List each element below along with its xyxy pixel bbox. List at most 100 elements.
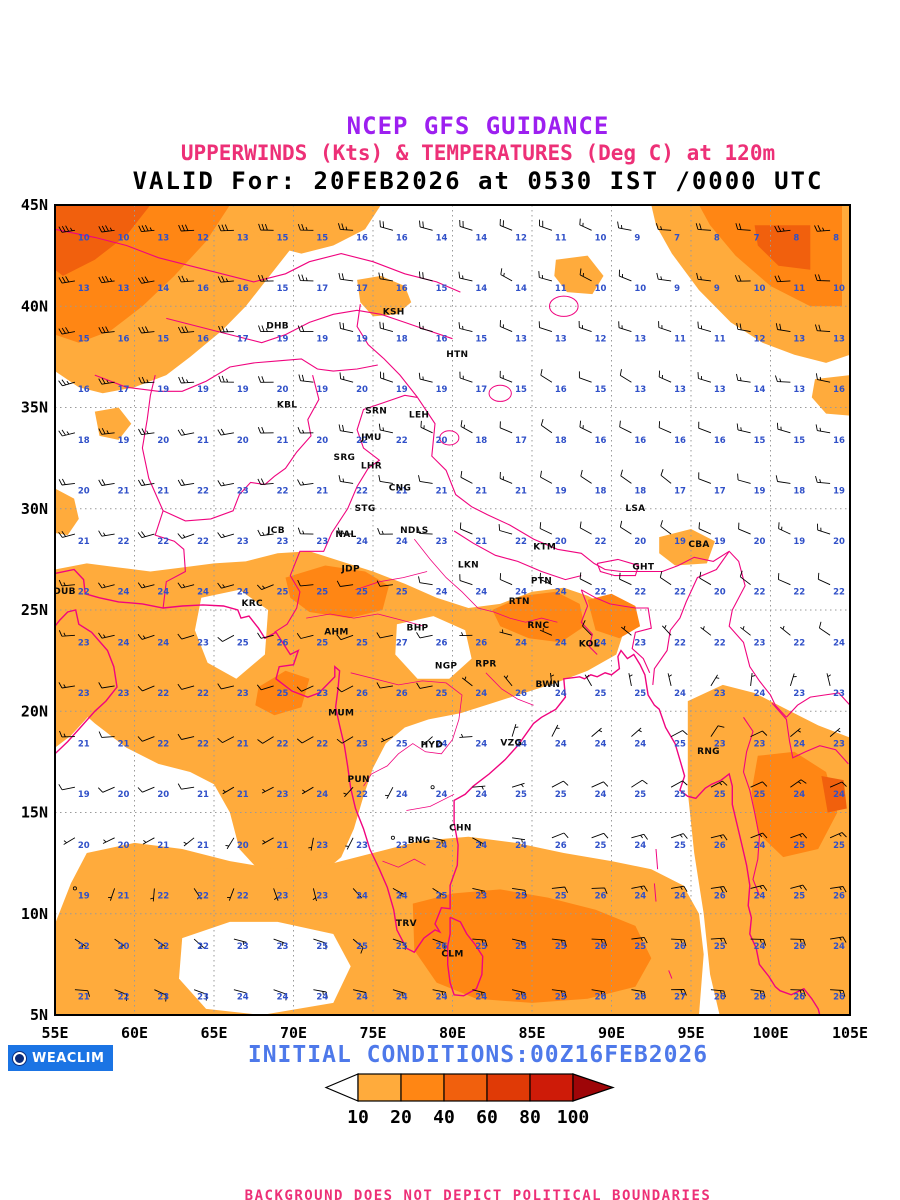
- svg-text:24: 24: [277, 993, 289, 1003]
- svg-text:25: 25: [277, 689, 289, 699]
- lat-axis-label: 20N: [21, 702, 48, 720]
- svg-text:22: 22: [634, 588, 646, 598]
- svg-text:16: 16: [833, 436, 845, 446]
- svg-text:24: 24: [555, 638, 567, 648]
- svg-text:24: 24: [634, 841, 646, 851]
- svg-text:16: 16: [555, 385, 567, 395]
- svg-text:23: 23: [634, 638, 646, 648]
- svg-text:13: 13: [515, 335, 527, 345]
- city-label: CHN: [449, 824, 472, 834]
- svg-text:12: 12: [197, 233, 209, 243]
- city-label: LKN: [458, 561, 479, 571]
- svg-text:25: 25: [356, 942, 368, 952]
- svg-text:25: 25: [674, 841, 686, 851]
- city-label: CLM: [441, 949, 463, 959]
- svg-text:20: 20: [118, 942, 130, 952]
- svg-text:13: 13: [793, 385, 805, 395]
- svg-text:26: 26: [754, 993, 766, 1003]
- lat-axis-label: 15N: [21, 804, 48, 822]
- svg-text:16: 16: [714, 436, 726, 446]
- svg-text:23: 23: [316, 689, 328, 699]
- svg-text:19: 19: [793, 537, 805, 547]
- svg-text:25: 25: [793, 891, 805, 901]
- svg-text:23: 23: [118, 689, 130, 699]
- svg-text:19: 19: [356, 335, 368, 345]
- svg-text:26: 26: [714, 993, 726, 1003]
- svg-text:20: 20: [277, 385, 289, 395]
- colorbar-label: 80: [519, 1107, 541, 1128]
- svg-text:7: 7: [754, 233, 760, 243]
- svg-text:12: 12: [754, 335, 766, 345]
- lat-axis-label: 35N: [21, 399, 48, 417]
- svg-text:23: 23: [78, 689, 90, 699]
- svg-text:24: 24: [674, 689, 686, 699]
- svg-text:8: 8: [833, 233, 839, 243]
- svg-text:15: 15: [277, 233, 289, 243]
- svg-text:15: 15: [475, 335, 487, 345]
- svg-text:16: 16: [674, 436, 686, 446]
- svg-text:20: 20: [634, 537, 646, 547]
- city-label: LEH: [409, 411, 429, 421]
- svg-text:24: 24: [436, 588, 448, 598]
- city-label: KRC: [241, 599, 263, 609]
- svg-text:24: 24: [475, 740, 487, 750]
- svg-text:18: 18: [595, 486, 607, 496]
- colorbar-label: 10: [347, 1107, 369, 1128]
- svg-text:23: 23: [277, 942, 289, 952]
- city-label: SRN: [365, 407, 387, 417]
- svg-text:20: 20: [78, 841, 90, 851]
- svg-text:24: 24: [754, 891, 766, 901]
- svg-text:25: 25: [714, 790, 726, 800]
- svg-text:19: 19: [316, 385, 328, 395]
- svg-text:24: 24: [555, 588, 567, 598]
- svg-text:15: 15: [316, 233, 328, 243]
- svg-text:11: 11: [793, 284, 805, 294]
- svg-text:22: 22: [356, 436, 368, 446]
- svg-text:27: 27: [396, 638, 408, 648]
- svg-text:20: 20: [555, 537, 567, 547]
- city-label: BNG: [408, 836, 431, 846]
- svg-text:16: 16: [197, 284, 209, 294]
- lon-axis-label: 65E: [200, 1024, 227, 1042]
- svg-text:26: 26: [356, 689, 368, 699]
- svg-text:16: 16: [634, 436, 646, 446]
- svg-text:13: 13: [714, 385, 726, 395]
- svg-text:23: 23: [396, 841, 408, 851]
- svg-text:15: 15: [277, 284, 289, 294]
- svg-text:20: 20: [714, 588, 726, 598]
- svg-text:24: 24: [674, 891, 686, 901]
- svg-text:23: 23: [475, 891, 487, 901]
- svg-text:19: 19: [118, 436, 130, 446]
- svg-text:24: 24: [475, 588, 487, 598]
- svg-text:24: 24: [555, 740, 567, 750]
- svg-text:26: 26: [515, 689, 527, 699]
- svg-text:25: 25: [396, 740, 408, 750]
- svg-text:26: 26: [436, 942, 448, 952]
- city-label: SRG: [334, 453, 356, 463]
- svg-text:11: 11: [714, 335, 726, 345]
- svg-text:13: 13: [78, 284, 90, 294]
- lat-axis-label: 10N: [21, 905, 48, 923]
- svg-text:8: 8: [793, 233, 799, 243]
- svg-text:24: 24: [356, 891, 368, 901]
- svg-text:19: 19: [157, 385, 169, 395]
- svg-text:22: 22: [157, 689, 169, 699]
- svg-text:22: 22: [674, 588, 686, 598]
- svg-text:24: 24: [157, 638, 169, 648]
- svg-text:17: 17: [674, 486, 686, 496]
- svg-text:21: 21: [197, 436, 209, 446]
- svg-text:22: 22: [754, 588, 766, 598]
- svg-text:20: 20: [237, 436, 249, 446]
- svg-text:18: 18: [396, 335, 408, 345]
- svg-text:15: 15: [78, 335, 90, 345]
- svg-text:25: 25: [714, 942, 726, 952]
- city-label: RPR: [475, 660, 496, 670]
- svg-text:20: 20: [316, 436, 328, 446]
- svg-text:23: 23: [793, 689, 805, 699]
- svg-text:27: 27: [674, 993, 686, 1003]
- svg-text:22: 22: [157, 942, 169, 952]
- svg-text:24: 24: [833, 942, 845, 952]
- svg-text:25: 25: [515, 942, 527, 952]
- svg-text:14: 14: [436, 233, 448, 243]
